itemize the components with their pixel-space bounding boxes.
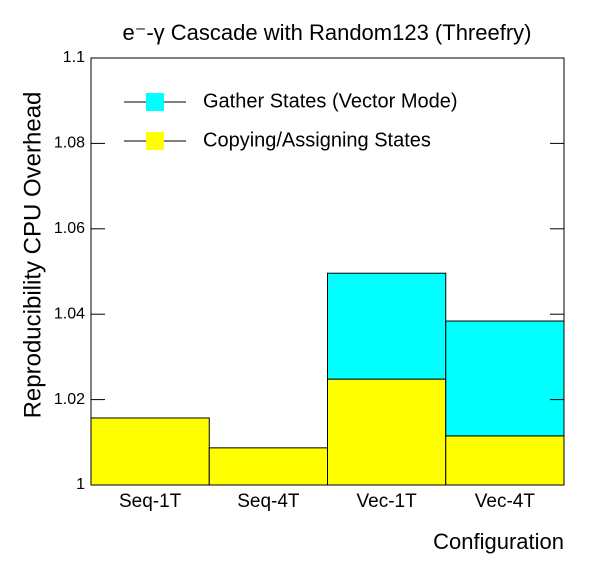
- y-tick-label: 1.06: [54, 220, 85, 237]
- bar-segment: [327, 272, 447, 380]
- legend-label: Copying/Assigning States: [203, 129, 431, 151]
- x-tick-label: Seq-1T: [119, 491, 182, 512]
- legend-label: Gather States (Vector Mode): [203, 90, 458, 112]
- x-tick-label: Vec-1T: [357, 491, 418, 512]
- chart-title: e⁻-γ Cascade with Random123 (Threefry): [123, 20, 532, 45]
- x-axis-label: Configuration: [433, 529, 564, 554]
- bar-segment: [208, 447, 328, 486]
- bar-segment: [445, 320, 565, 437]
- y-tick-label: 1.08: [54, 135, 85, 152]
- bar-segment: [327, 378, 447, 486]
- y-tick-label: 1.04: [54, 305, 85, 322]
- x-tick-label: Seq-4T: [237, 491, 300, 512]
- legend-swatch: [146, 132, 164, 150]
- plot-frame: [90, 57, 565, 486]
- y-tick-label: 1.1: [63, 49, 85, 66]
- y-tick-label: 1.02: [54, 391, 85, 408]
- bar-segment: [445, 435, 565, 486]
- y-tick-label: 1: [76, 476, 85, 493]
- legend-swatch: [146, 93, 164, 111]
- x-tick-label: Vec-4T: [475, 491, 536, 512]
- y-axis-label: Reproducibility CPU Overhead: [19, 92, 46, 419]
- bar-segment: [90, 417, 210, 486]
